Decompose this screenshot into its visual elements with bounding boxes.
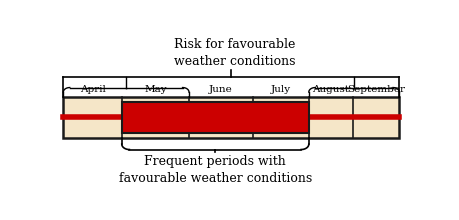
Text: May: May [144,85,166,94]
Text: July: July [270,85,291,94]
Text: Frequent periods with
favourable weather conditions: Frequent periods with favourable weather… [118,155,311,185]
Text: Risk for favourable
weather conditions: Risk for favourable weather conditions [173,38,294,68]
Text: September: September [346,85,404,94]
Bar [122,102,308,133]
Bar [63,97,398,138]
Text: June: June [209,85,233,94]
Text: August: August [312,85,348,94]
Text: April: April [79,85,105,94]
